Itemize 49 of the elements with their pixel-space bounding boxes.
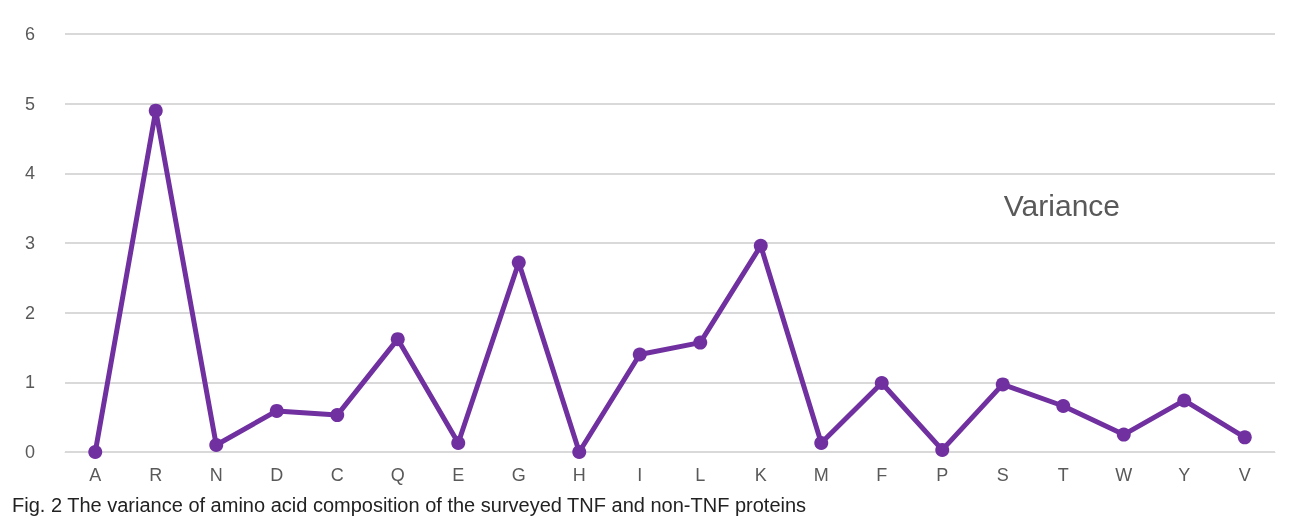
x-tick-label: D bbox=[270, 465, 284, 485]
point bbox=[1056, 399, 1071, 414]
point bbox=[995, 377, 1010, 392]
point bbox=[1177, 393, 1192, 408]
point bbox=[1116, 427, 1131, 442]
point bbox=[874, 376, 889, 391]
x-tick-label: Y bbox=[1178, 465, 1191, 485]
point bbox=[572, 445, 587, 459]
point bbox=[148, 103, 163, 118]
point bbox=[451, 435, 466, 450]
x-tick-label: W bbox=[1115, 465, 1133, 485]
y-tick-label: 6 bbox=[24, 24, 35, 44]
x-tick-label: A bbox=[89, 465, 102, 485]
x-tick-label: R bbox=[149, 465, 163, 485]
point bbox=[88, 445, 103, 459]
x-tick-label: K bbox=[754, 465, 767, 485]
x-tick-label: T bbox=[1057, 465, 1069, 485]
point bbox=[209, 438, 224, 453]
x-tick-label: C bbox=[330, 465, 344, 485]
y-tick-label: 2 bbox=[24, 302, 35, 323]
y-tick-label: 4 bbox=[24, 163, 35, 184]
x-tick-label: G bbox=[511, 465, 526, 485]
x-tick-label: Q bbox=[390, 465, 405, 485]
y-tick-label: 3 bbox=[24, 233, 35, 253]
point bbox=[753, 238, 768, 253]
point bbox=[814, 435, 829, 450]
y-tick-label: 0 bbox=[24, 442, 35, 462]
x-tick-label: F bbox=[876, 465, 888, 485]
x-tick-label: N bbox=[209, 465, 223, 485]
y-tick-label: 5 bbox=[24, 93, 35, 114]
x-tick-label: L bbox=[695, 465, 706, 485]
x-tick-label: S bbox=[996, 465, 1009, 485]
point bbox=[935, 442, 950, 457]
x-tick-label: P bbox=[936, 465, 949, 485]
x-tick-label: I bbox=[637, 465, 643, 485]
y-tick-label: 1 bbox=[24, 372, 35, 393]
x-tick-label: V bbox=[1238, 465, 1251, 485]
point bbox=[1237, 430, 1252, 445]
point bbox=[511, 255, 526, 270]
x-tick-label: E bbox=[452, 465, 465, 485]
point bbox=[632, 347, 647, 362]
point bbox=[693, 335, 708, 350]
x-tick-label: H bbox=[572, 465, 586, 485]
x-tick-label: M bbox=[813, 465, 829, 485]
caption: Fig. 2 The variance of amino acid composition of the surveyed TNF and non-TNF proteins bbox=[12, 494, 807, 517]
point bbox=[330, 408, 345, 423]
point bbox=[269, 403, 284, 418]
text: Variance bbox=[1003, 188, 1121, 222]
point bbox=[390, 332, 405, 347]
